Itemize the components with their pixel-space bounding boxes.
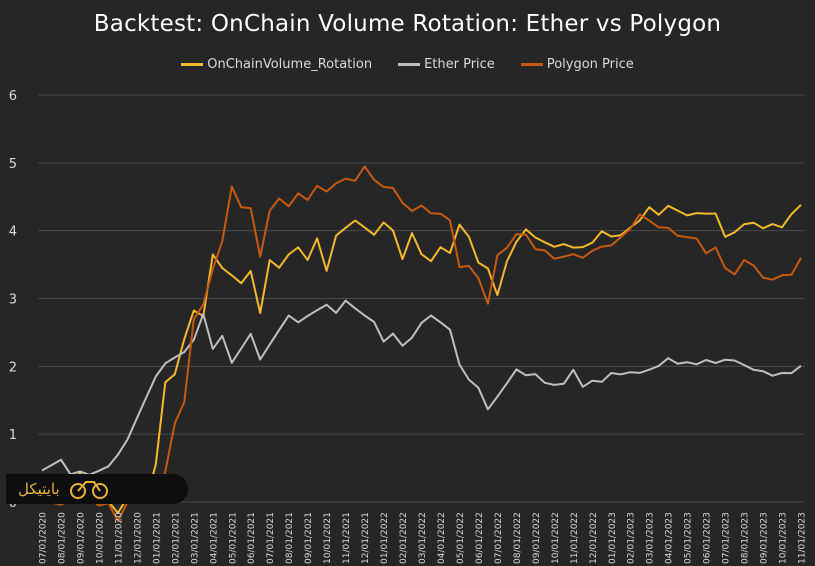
y-tick-label: 6	[9, 89, 17, 104]
legend-swatch-ether	[398, 63, 421, 66]
x-tick-label: 12/01/2021	[361, 512, 371, 564]
x-tick-label: 06/01/2022	[475, 512, 485, 564]
x-tick-label: 10/01/2023	[779, 512, 789, 564]
x-tick-label: 08/01/2022	[513, 512, 523, 564]
x-tick-label: 12/01/2022	[589, 512, 599, 564]
legend-item-polygon: Polygon Price	[520, 57, 634, 72]
x-tick-label: 02/01/2022	[399, 512, 409, 564]
x-tick-label: 05/01/2023	[684, 512, 694, 564]
x-tick-label: 11/01/2020	[114, 512, 124, 564]
x-tick-label: 03/01/2023	[646, 512, 656, 564]
x-tick-label: 04/01/2021	[209, 512, 219, 564]
legend-swatch-polygon	[520, 63, 543, 66]
x-tick-label: 07/01/2023	[722, 512, 732, 564]
x-tick-label: 09/01/2021	[304, 512, 314, 564]
gridlines	[38, 94, 805, 503]
x-tick-label: 03/01/2022	[418, 512, 428, 564]
legend-item-ether: Ether Price	[398, 57, 495, 72]
x-tick-label: 05/01/2021	[228, 512, 238, 564]
x-tick-label: 11/01/2022	[570, 512, 580, 564]
x-tick-label: 06/01/2021	[247, 512, 257, 564]
bicycle-logo-icon	[69, 481, 108, 499]
legend-item-rotation: OnChainVolume_Rotation	[181, 57, 372, 72]
series-lines	[41, 165, 802, 523]
x-tick-label: 10/01/2022	[551, 512, 561, 564]
x-tick-label: 01/01/2021	[152, 512, 162, 564]
x-tick-label: 09/01/2023	[760, 512, 770, 564]
legend: OnChainVolume_Rotation Ether Price Polyg…	[0, 57, 815, 72]
x-tick-label: 08/01/2021	[285, 512, 295, 564]
x-tick-label: 11/01/2021	[342, 512, 352, 564]
x-tick-label: 07/01/2020	[39, 512, 49, 564]
x-tick-label: 04/01/2022	[437, 512, 447, 564]
x-tick-label: 09/01/2022	[532, 512, 542, 564]
x-tick-label: 02/01/2021	[171, 512, 181, 564]
series-line-polygon-price	[41, 165, 802, 523]
watermark-badge: بایتیکل	[6, 474, 188, 504]
x-tick-label: 08/01/2020	[58, 512, 68, 564]
y-axis-ticks: 0123456	[9, 89, 17, 511]
x-tick-label: 07/01/2021	[266, 512, 276, 564]
x-tick-label: 09/01/2020	[77, 512, 87, 564]
x-tick-label: 01/01/2022	[380, 512, 390, 564]
x-tick-label: 02/01/2023	[627, 512, 637, 564]
legend-label-polygon: Polygon Price	[546, 57, 634, 72]
x-tick-label: 08/01/2023	[741, 512, 751, 564]
y-tick-label: 4	[9, 225, 17, 240]
watermark-text: بایتیکل	[18, 480, 60, 498]
x-axis-ticks: 07/01/2020 08/01/2020 09/01/2020 10/01/2020…	[39, 512, 808, 564]
x-tick-label: 12/01/2020	[133, 512, 143, 564]
legend-label-ether: Ether Price	[424, 57, 495, 72]
x-tick-label: 10/01/2020	[95, 512, 105, 564]
x-tick-label: 01/01/2023	[608, 512, 618, 564]
x-tick-label: 03/01/2021	[190, 512, 200, 564]
x-tick-label: 04/01/2023	[665, 512, 675, 564]
x-tick-label: 06/01/2023	[703, 512, 713, 564]
legend-swatch-rotation	[181, 63, 204, 66]
x-tick-label: 11/01/2023	[798, 512, 808, 564]
x-tick-label: 05/01/2022	[456, 512, 466, 564]
chart-title: Backtest: OnChain Volume Rotation: Ether…	[93, 11, 722, 37]
y-tick-label: 1	[9, 428, 17, 443]
y-tick-label: 3	[9, 293, 17, 308]
legend-label-rotation: OnChainVolume_Rotation	[207, 57, 373, 72]
y-tick-label: 2	[9, 360, 17, 375]
y-tick-label: 5	[9, 157, 17, 172]
series-line-ether-price	[41, 299, 802, 476]
series-line-onchainvolume-rotation	[41, 204, 802, 514]
x-tick-label: 07/01/2022	[494, 512, 504, 564]
x-tick-label: 10/01/2021	[323, 512, 333, 564]
